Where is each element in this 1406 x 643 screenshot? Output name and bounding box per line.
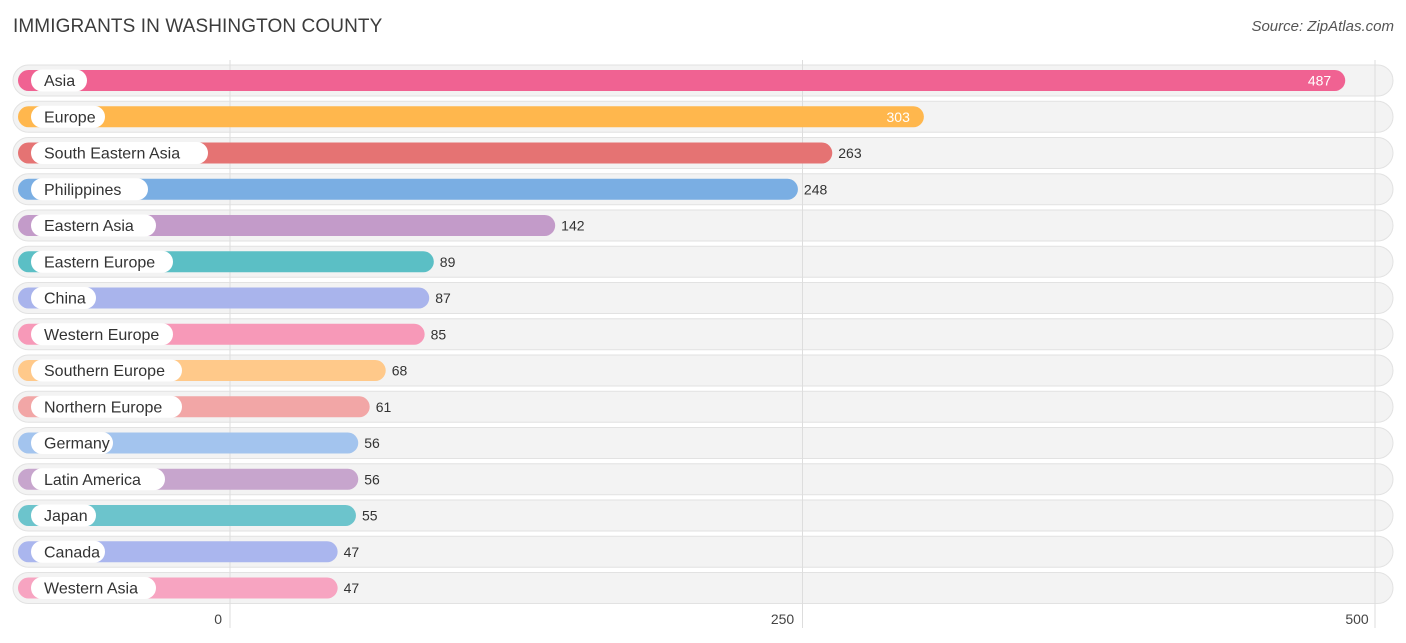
row-background bbox=[12, 572, 1394, 604]
bar bbox=[18, 505, 356, 526]
category-label-pill bbox=[31, 540, 105, 563]
category-label: China bbox=[44, 291, 86, 308]
category-label: Europe bbox=[44, 109, 96, 126]
bar bbox=[18, 178, 798, 200]
value-label: 56 bbox=[364, 435, 380, 451]
value-label: 487 bbox=[1308, 73, 1332, 89]
value-label: 303 bbox=[887, 109, 911, 125]
bar-group: Asia 487 bbox=[18, 69, 1346, 92]
value-label: 55 bbox=[362, 508, 378, 524]
row-background bbox=[12, 427, 1394, 459]
x-tick-label: 0 bbox=[214, 611, 222, 627]
category-label: Philippines bbox=[44, 182, 121, 199]
category-label: Northern Europe bbox=[44, 399, 162, 416]
value-label: 85 bbox=[431, 326, 447, 342]
bar-group: Canada 47 bbox=[18, 540, 360, 563]
category-label-pill bbox=[31, 395, 182, 418]
value-label: 56 bbox=[364, 471, 380, 487]
bar bbox=[18, 287, 430, 309]
category-label-pill bbox=[31, 105, 105, 128]
row-background bbox=[12, 535, 1394, 568]
category-label-pill bbox=[31, 142, 208, 164]
category-label-pill bbox=[31, 577, 156, 599]
category-label-pill bbox=[31, 287, 96, 309]
row-background bbox=[12, 463, 1394, 496]
category-label: Japan bbox=[44, 508, 88, 525]
chart-source: Source: ZipAtlas.com bbox=[1251, 18, 1394, 35]
category-label-pill bbox=[31, 178, 148, 201]
bar bbox=[18, 106, 924, 128]
bar-group: Philippines 248 bbox=[18, 178, 828, 201]
bar-group: China 87 bbox=[18, 287, 451, 309]
bar-group: Western Europe 85 bbox=[18, 323, 447, 346]
category-label: Western Asia bbox=[44, 581, 138, 598]
category-label: Asia bbox=[44, 73, 75, 90]
bar-group: Europe 303 bbox=[18, 105, 924, 128]
value-label: 89 bbox=[440, 254, 456, 270]
bar-group: Latin America 56 bbox=[18, 468, 380, 491]
category-label: Southern Europe bbox=[44, 363, 165, 380]
category-label-pill bbox=[31, 69, 87, 92]
bar-group: Eastern Europe 89 bbox=[18, 250, 456, 273]
bar-group: Western Asia 47 bbox=[18, 577, 359, 599]
category-label: Germany bbox=[44, 436, 110, 453]
x-tick-label: 250 bbox=[771, 611, 795, 627]
value-label: 263 bbox=[838, 145, 862, 161]
category-label: Western Europe bbox=[44, 327, 159, 344]
category-label-pill bbox=[31, 468, 165, 491]
category-label-pill bbox=[31, 432, 113, 454]
x-tick-label: 500 bbox=[1345, 611, 1369, 627]
category-label: Eastern Europe bbox=[44, 254, 155, 271]
category-label-pill bbox=[31, 323, 173, 346]
bar-group: Southern Europe 68 bbox=[18, 359, 408, 382]
value-label: 47 bbox=[344, 580, 360, 596]
category-label-pill bbox=[31, 504, 96, 527]
bar-group: Germany 56 bbox=[18, 432, 380, 454]
value-label: 142 bbox=[561, 218, 585, 234]
bar bbox=[18, 70, 1346, 91]
chart-title: IMMIGRANTS IN WASHINGTON COUNTY bbox=[13, 16, 383, 37]
category-label: Eastern Asia bbox=[44, 218, 134, 235]
row-background bbox=[12, 499, 1394, 532]
value-label: 68 bbox=[392, 363, 408, 379]
value-label: 61 bbox=[376, 399, 392, 415]
bar bbox=[18, 142, 833, 164]
bar-group: Japan 55 bbox=[18, 504, 378, 527]
bar-group: South Eastern Asia 263 bbox=[18, 142, 862, 164]
category-label-pill bbox=[31, 214, 156, 237]
category-label: Canada bbox=[44, 544, 100, 561]
category-label: South Eastern Asia bbox=[44, 146, 180, 163]
value-label: 47 bbox=[344, 544, 360, 560]
category-label: Latin America bbox=[44, 472, 141, 489]
bar-group: Eastern Asia 142 bbox=[18, 214, 585, 237]
value-label: 248 bbox=[804, 181, 828, 197]
category-label-pill bbox=[31, 359, 182, 382]
bar-group: Northern Europe 61 bbox=[18, 395, 392, 418]
value-label: 87 bbox=[435, 290, 451, 306]
category-label-pill bbox=[31, 250, 173, 273]
